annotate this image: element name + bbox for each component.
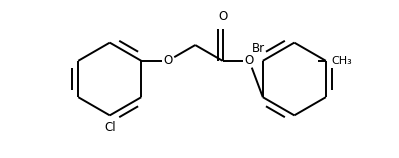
Text: Cl: Cl: [104, 121, 116, 134]
Text: O: O: [163, 54, 173, 67]
Text: CH₃: CH₃: [332, 56, 352, 66]
Text: O: O: [245, 54, 254, 67]
Text: Br: Br: [251, 42, 265, 55]
Text: O: O: [218, 10, 227, 23]
